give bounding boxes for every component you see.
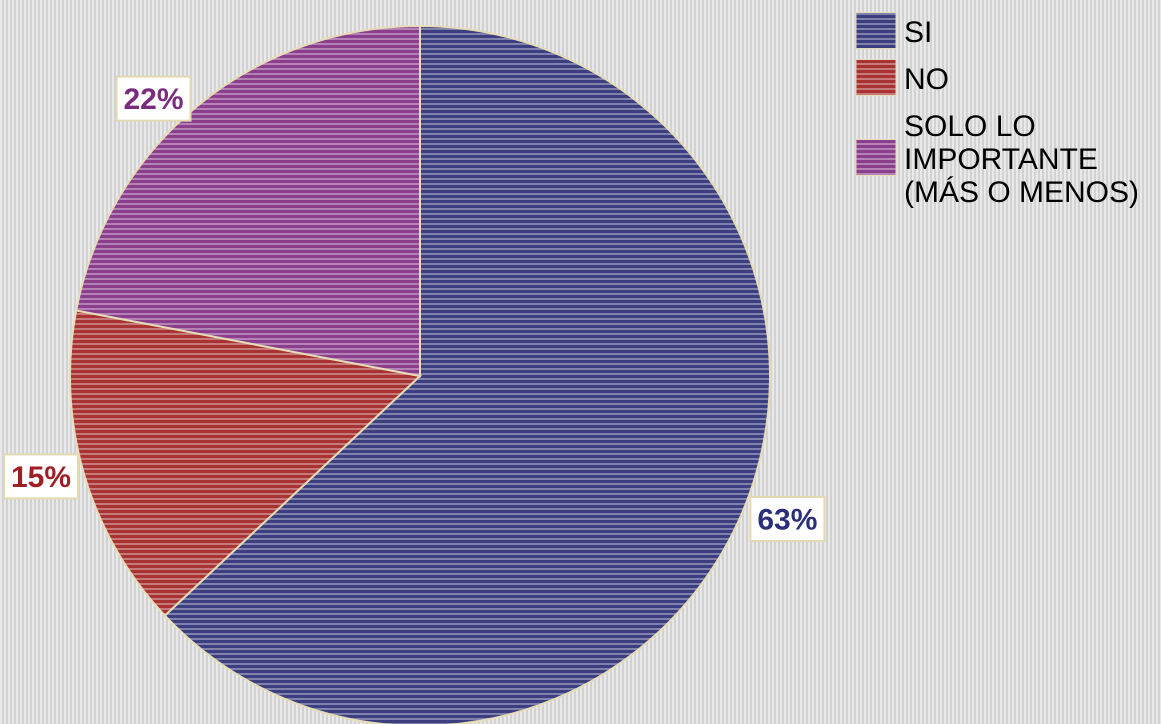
data-label-box	[749, 495, 826, 542]
data-label-si: 63%	[749, 495, 826, 542]
legend-label: (MÁS O MENOS)	[904, 176, 1139, 209]
data-label-box	[3, 453, 79, 500]
legend-label: IMPORTANTE	[904, 143, 1098, 176]
pie-slices	[69, 24, 771, 724]
svg-text:22%: 22%	[124, 83, 184, 116]
data-label-solo: 22%	[115, 75, 192, 122]
legend-swatch	[855, 12, 897, 49]
legend-item-si: SI	[855, 12, 932, 49]
legend-label: SI	[904, 16, 932, 49]
pie-slice-si	[163, 24, 771, 724]
data-label-no: 15%	[3, 453, 79, 500]
legend-swatch	[855, 59, 897, 96]
pie-slice-solo	[75, 24, 421, 378]
svg-text:15%: 15%	[11, 461, 71, 494]
legend-item-no: NO	[855, 59, 949, 96]
data-label-box	[115, 75, 192, 122]
legend-swatch	[855, 139, 897, 176]
legend-label: NO	[904, 63, 949, 96]
pie-slice-no	[69, 309, 423, 618]
svg-text:63%: 63%	[757, 503, 817, 536]
data-labels: 63% 15% 22%	[3, 75, 826, 542]
legend-label: SOLO LO	[904, 110, 1036, 143]
